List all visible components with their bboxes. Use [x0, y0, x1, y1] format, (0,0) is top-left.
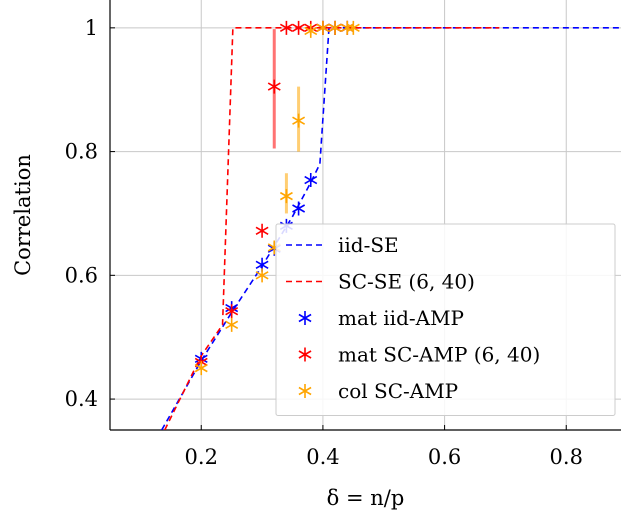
marker-point	[255, 223, 269, 238]
marker-point	[292, 201, 306, 216]
tick-labels: 0.2 0.4 0.6 0.8 0.4 0.6 0.8 1	[65, 16, 583, 469]
y-tick-label: 0.6	[65, 263, 98, 287]
marker-point	[194, 361, 208, 376]
series-markers	[194, 20, 360, 376]
error-bars	[272, 29, 301, 214]
legend-marker-swatch	[298, 384, 312, 398]
marker-point	[255, 268, 269, 283]
marker-point	[292, 20, 306, 35]
y-axis-label: Correlation	[11, 154, 35, 276]
series-line-0	[161, 27, 621, 430]
axes	[109, 0, 621, 431]
marker-point	[292, 113, 306, 128]
x-tick-label: 0.4	[306, 445, 339, 469]
marker-point	[304, 173, 318, 188]
marker-point	[304, 23, 318, 38]
marker-point	[225, 317, 239, 332]
legend-entry-label: col SC-AMP	[338, 379, 458, 403]
x-axis-label: δ = n/p	[327, 486, 405, 510]
y-tick-label: 1	[85, 16, 98, 40]
legend-entry-label: mat iid-AMP	[338, 306, 464, 330]
y-tick-label: 0.4	[65, 387, 98, 411]
series-lines	[161, 27, 621, 430]
marker-point	[225, 304, 239, 319]
marker-point	[267, 79, 281, 94]
marker-point	[279, 189, 293, 204]
marker-point	[328, 20, 342, 35]
legend-entry-label: iid-SE	[338, 233, 399, 257]
legend: iid-SE SC-SE (6, 40) mat iid-AMP mat SC-AMP…	[275, 223, 616, 416]
legend-marker-swatch	[298, 347, 312, 362]
marker-point	[340, 20, 354, 35]
legend-box	[275, 223, 616, 416]
legend-marker-swatch	[298, 311, 312, 325]
x-tick-label: 0.6	[428, 445, 461, 469]
x-tick-label: 0.8	[550, 445, 583, 469]
marker-point	[346, 20, 360, 35]
x-tick-label: 0.2	[185, 445, 218, 469]
marker-point	[316, 20, 330, 35]
legend-entry-label: mat SC-AMP (6, 40)	[338, 343, 540, 367]
y-tick-label: 0.8	[65, 140, 98, 164]
legend-entry-label: SC-SE (6, 40)	[338, 270, 475, 294]
series-line-1	[164, 27, 500, 430]
marker-point	[279, 20, 293, 35]
